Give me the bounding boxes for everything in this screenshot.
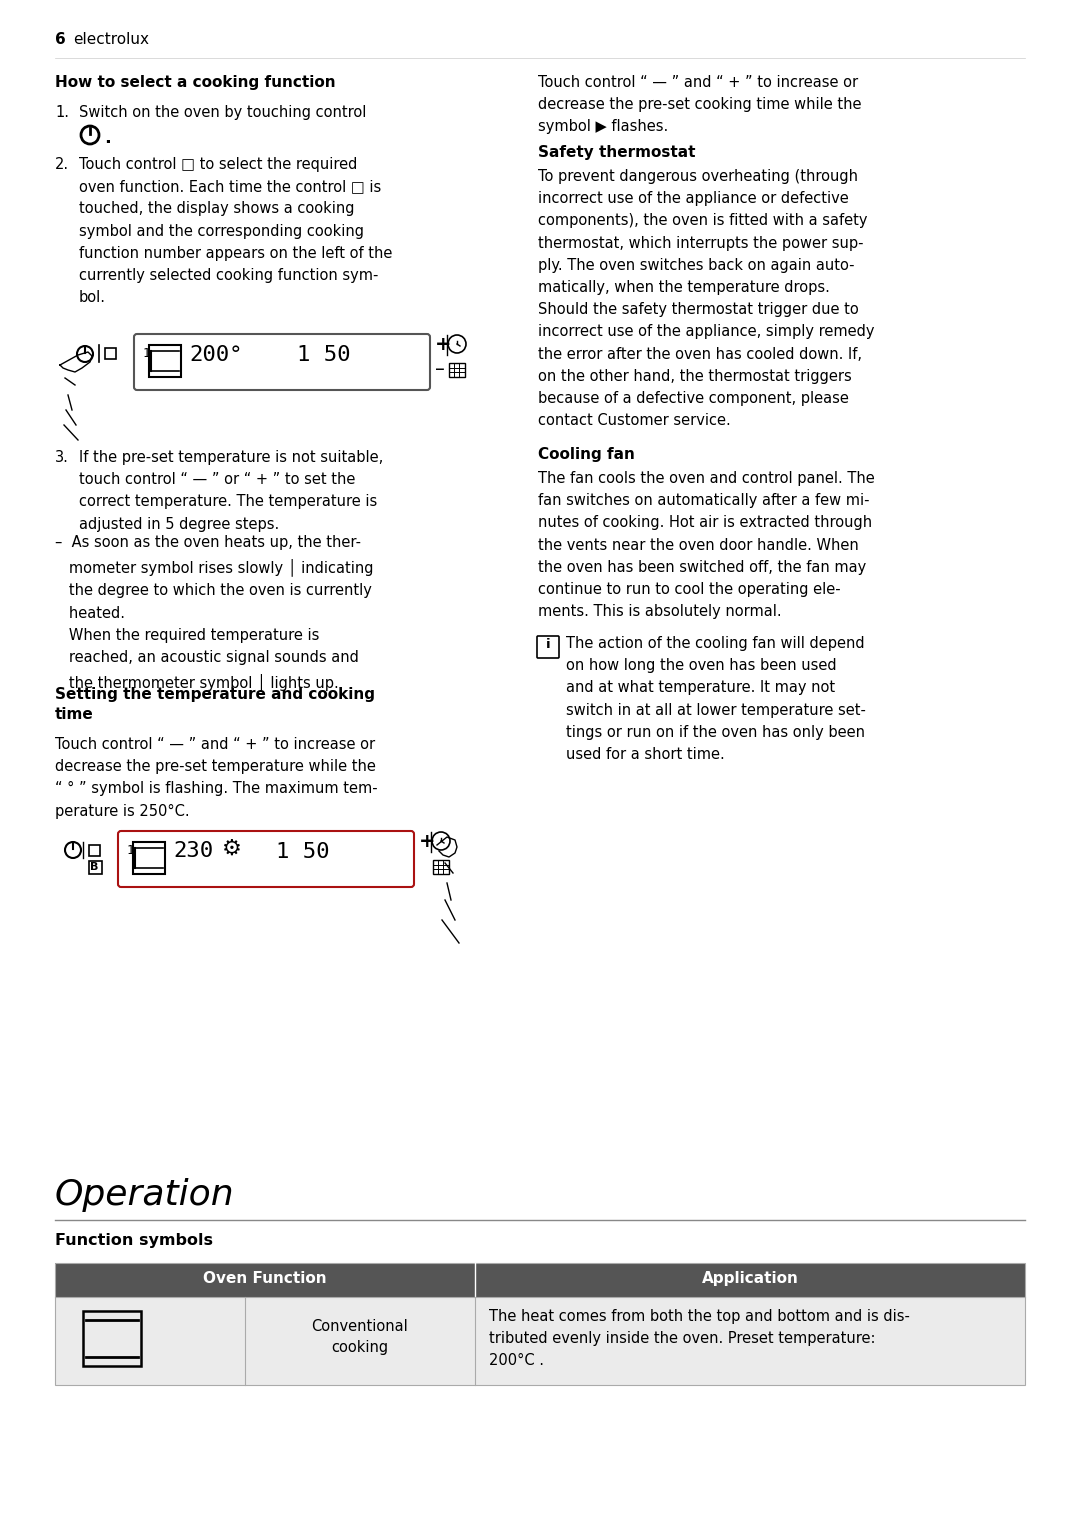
Text: The action of the cooling fan will depend
on how long the oven has been used
and: The action of the cooling fan will depen… bbox=[566, 636, 866, 761]
Text: Oven Function: Oven Function bbox=[203, 1271, 327, 1286]
Bar bbox=[55, 1263, 1025, 1297]
FancyBboxPatch shape bbox=[134, 333, 430, 390]
Text: Touch control □ to select the required
oven function. Each time the control □ is: Touch control □ to select the required o… bbox=[79, 157, 392, 306]
Bar bbox=[89, 846, 100, 856]
Text: B: B bbox=[90, 862, 98, 872]
Text: Operation: Operation bbox=[55, 1177, 234, 1212]
Bar bbox=[149, 346, 181, 378]
Text: 2.: 2. bbox=[55, 157, 69, 171]
Text: Setting the temperature and cooking
time: Setting the temperature and cooking time bbox=[55, 687, 375, 722]
Text: Safety thermostat: Safety thermostat bbox=[538, 145, 696, 161]
Text: 1: 1 bbox=[143, 347, 150, 359]
Text: –: – bbox=[435, 359, 445, 379]
Bar bbox=[449, 362, 465, 378]
Text: 1.: 1. bbox=[55, 106, 69, 119]
Text: Touch control “ — ” and “ + ” to increase or
decrease the pre-set temperature wh: Touch control “ — ” and “ + ” to increas… bbox=[55, 737, 378, 818]
Text: 200°: 200° bbox=[189, 346, 243, 365]
FancyBboxPatch shape bbox=[118, 830, 414, 887]
Text: How to select a cooking function: How to select a cooking function bbox=[55, 75, 336, 90]
Text: The heat comes from both the top and bottom and is dis-
tributed evenly inside t: The heat comes from both the top and bot… bbox=[489, 1309, 909, 1368]
Text: electrolux: electrolux bbox=[73, 32, 149, 47]
Text: The fan cools the oven and control panel. The
fan switches on automatically afte: The fan cools the oven and control panel… bbox=[538, 471, 875, 619]
Text: If the pre-set temperature is not suitable,
touch control “ — ” or “ + ” to set : If the pre-set temperature is not suitab… bbox=[79, 450, 383, 532]
Text: 1 50: 1 50 bbox=[297, 346, 351, 365]
Text: Switch on the oven by touching control: Switch on the oven by touching control bbox=[79, 106, 366, 119]
Text: –  As soon as the oven heats up, the ther-
   mometer symbol rises slowly │ indi: – As soon as the oven heats up, the ther… bbox=[55, 535, 374, 691]
Text: 3.: 3. bbox=[55, 450, 69, 465]
Text: Application: Application bbox=[702, 1271, 798, 1286]
Text: i: i bbox=[545, 638, 551, 651]
Text: ⚙: ⚙ bbox=[222, 839, 242, 859]
Bar bbox=[89, 861, 102, 875]
Text: 230: 230 bbox=[173, 841, 213, 861]
Bar bbox=[55, 1297, 1025, 1385]
Text: Touch control “ — ” and “ + ” to increase or
decrease the pre-set cooking time w: Touch control “ — ” and “ + ” to increas… bbox=[538, 75, 862, 135]
Text: .: . bbox=[104, 128, 111, 147]
Text: Function symbols: Function symbols bbox=[55, 1232, 213, 1248]
Text: 1: 1 bbox=[127, 844, 135, 856]
Text: 1 50: 1 50 bbox=[276, 842, 329, 862]
Text: +: + bbox=[419, 832, 435, 852]
Text: To prevent dangerous overheating (through
incorrect use of the appliance or defe: To prevent dangerous overheating (throug… bbox=[538, 170, 875, 428]
FancyBboxPatch shape bbox=[537, 636, 559, 657]
Text: 6: 6 bbox=[55, 32, 66, 47]
Bar bbox=[83, 1310, 141, 1365]
Text: Cooling fan: Cooling fan bbox=[538, 446, 635, 462]
Bar bbox=[433, 859, 449, 875]
Bar bbox=[133, 842, 165, 875]
Bar bbox=[105, 349, 116, 359]
Bar bbox=[55, 1263, 1025, 1385]
Text: +: + bbox=[435, 335, 451, 355]
Text: Conventional
cooking: Conventional cooking bbox=[312, 1320, 408, 1355]
